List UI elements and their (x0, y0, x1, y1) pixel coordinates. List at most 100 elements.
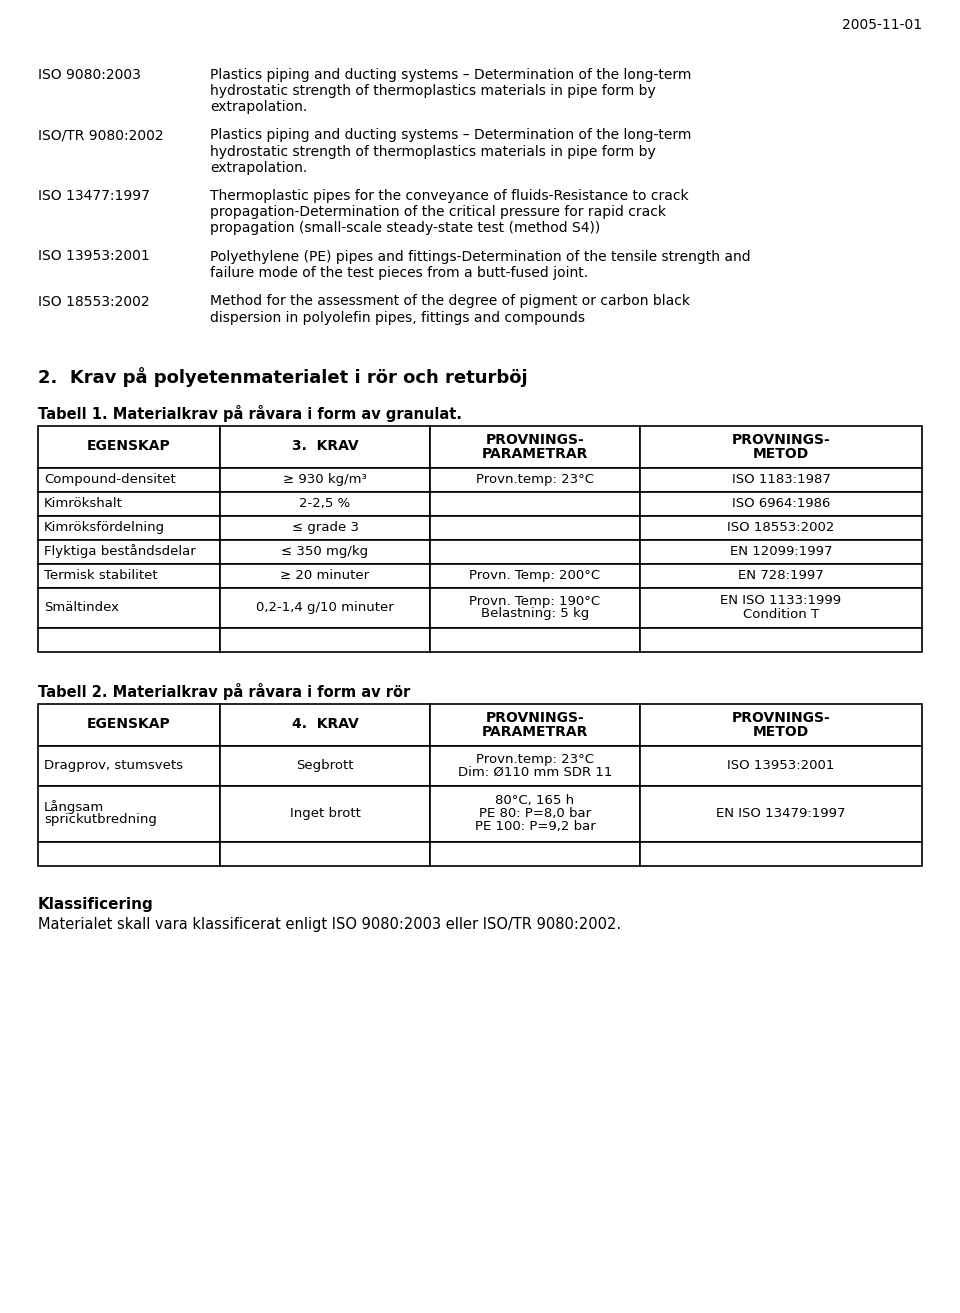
Text: PARAMETRAR: PARAMETRAR (482, 446, 588, 461)
Bar (430, 516, 640, 540)
Bar (430, 704, 640, 746)
Bar (640, 540, 922, 563)
Text: 80°C, 165 h: 80°C, 165 h (495, 794, 575, 807)
Text: ISO 18553:2002: ISO 18553:2002 (38, 294, 150, 309)
Text: ISO 6964:1986: ISO 6964:1986 (732, 498, 830, 509)
Text: Inget brott: Inget brott (290, 807, 360, 821)
Text: Belastning: 5 kg: Belastning: 5 kg (481, 608, 589, 621)
Text: EGENSKAP: EGENSKAP (87, 717, 171, 731)
Text: ≥ 930 kg/m³: ≥ 930 kg/m³ (283, 473, 367, 486)
Bar (430, 587, 640, 628)
Text: Provn.temp: 23°C: Provn.temp: 23°C (476, 752, 594, 765)
Bar (38, 704, 220, 746)
Bar (640, 628, 922, 651)
Text: ≤ 350 mg/kg: ≤ 350 mg/kg (281, 545, 369, 558)
Bar (640, 563, 922, 587)
Text: PARAMETRAR: PARAMETRAR (482, 725, 588, 738)
Bar (430, 628, 640, 651)
Text: 2.  Krav på polyetenmaterialet i rör och returböj: 2. Krav på polyetenmaterialet i rör och … (38, 368, 528, 387)
Bar (430, 425, 640, 467)
Bar (430, 540, 640, 563)
Bar (640, 587, 922, 628)
Bar (220, 516, 430, 540)
Text: Compound-densitet: Compound-densitet (44, 473, 176, 486)
Text: ≥ 20 minuter: ≥ 20 minuter (280, 569, 370, 582)
Bar (38, 540, 220, 563)
Bar (220, 563, 430, 587)
Bar (220, 587, 430, 628)
Text: EN 12099:1997: EN 12099:1997 (730, 545, 832, 558)
Bar (220, 842, 430, 865)
Text: EN 728:1997: EN 728:1997 (738, 569, 824, 582)
Text: EN ISO 13479:1997: EN ISO 13479:1997 (716, 807, 846, 821)
Text: ISO 18553:2002: ISO 18553:2002 (728, 521, 834, 534)
Text: Tabell 1. Materialkrav på råvara i form av granulat.: Tabell 1. Materialkrav på råvara i form … (38, 406, 462, 423)
Text: Klassificering: Klassificering (38, 898, 154, 913)
Text: Segbrott: Segbrott (297, 759, 353, 772)
Text: PROVNINGS-: PROVNINGS- (486, 432, 585, 446)
Text: ISO 13953:2001: ISO 13953:2001 (728, 759, 834, 772)
Bar (38, 467, 220, 491)
Bar (38, 587, 220, 628)
Text: 4.  KRAV: 4. KRAV (292, 717, 358, 731)
Bar (640, 467, 922, 491)
Bar (38, 425, 220, 467)
Bar (38, 746, 220, 785)
Bar (430, 785, 640, 842)
Text: Termisk stabilitet: Termisk stabilitet (44, 569, 157, 582)
Bar (430, 563, 640, 587)
Text: METOD: METOD (753, 725, 809, 738)
Text: Tabell 2. Materialkrav på råvara i form av rör: Tabell 2. Materialkrav på råvara i form … (38, 684, 410, 701)
Bar (430, 746, 640, 785)
Text: EN ISO 1133:1999: EN ISO 1133:1999 (720, 595, 842, 608)
Text: PROVNINGS-: PROVNINGS- (732, 710, 830, 725)
Text: 3.  KRAV: 3. KRAV (292, 440, 358, 453)
Text: Kimröksfördelning: Kimröksfördelning (44, 521, 165, 534)
Bar (38, 785, 220, 842)
Text: Provn. Temp: 190°C: Provn. Temp: 190°C (469, 595, 601, 608)
Text: PE 100: P=9,2 bar: PE 100: P=9,2 bar (474, 821, 595, 832)
Bar (220, 746, 430, 785)
Text: Dim: Ø110 mm SDR 11: Dim: Ø110 mm SDR 11 (458, 765, 612, 779)
Text: ISO 9080:2003: ISO 9080:2003 (38, 68, 141, 81)
Bar (220, 467, 430, 491)
Text: Flyktiga beståndsdelar: Flyktiga beståndsdelar (44, 545, 196, 558)
Text: sprickutbredning: sprickutbredning (44, 814, 156, 826)
Text: 0,2-1,4 g/10 minuter: 0,2-1,4 g/10 minuter (256, 601, 394, 614)
Text: Dragprov, stumsvets: Dragprov, stumsvets (44, 759, 183, 772)
Text: ISO 13477:1997: ISO 13477:1997 (38, 189, 150, 204)
Bar (430, 842, 640, 865)
Text: Method for the assessment of the degree of pigment or carbon black
dispersion in: Method for the assessment of the degree … (210, 294, 690, 324)
Text: Polyethylene (PE) pipes and fittings-Determination of the tensile strength and
f: Polyethylene (PE) pipes and fittings-Det… (210, 249, 751, 280)
Bar (430, 467, 640, 491)
Bar (38, 491, 220, 516)
Text: ISO/TR 9080:2002: ISO/TR 9080:2002 (38, 129, 163, 143)
Bar (220, 491, 430, 516)
Bar (38, 842, 220, 865)
Text: Plastics piping and ducting systems – Determination of the long-term
hydrostatic: Plastics piping and ducting systems – De… (210, 68, 691, 114)
Bar (38, 628, 220, 651)
Bar (640, 842, 922, 865)
Text: ≤ grade 3: ≤ grade 3 (292, 521, 358, 534)
Bar (640, 516, 922, 540)
Text: 2-2,5 %: 2-2,5 % (300, 498, 350, 509)
Bar (38, 563, 220, 587)
Text: Condition T: Condition T (743, 608, 819, 621)
Text: ISO 13953:2001: ISO 13953:2001 (38, 249, 150, 264)
Bar (220, 425, 430, 467)
Text: Långsam: Långsam (44, 800, 105, 814)
Text: PE 80: P=8,0 bar: PE 80: P=8,0 bar (479, 807, 591, 821)
Text: Provn.temp: 23°C: Provn.temp: 23°C (476, 473, 594, 486)
Bar (640, 425, 922, 467)
Bar (220, 704, 430, 746)
Text: METOD: METOD (753, 446, 809, 461)
Bar (640, 704, 922, 746)
Bar (220, 540, 430, 563)
Bar (640, 491, 922, 516)
Text: Thermoplastic pipes for the conveyance of fluids-Resistance to crack
propagation: Thermoplastic pipes for the conveyance o… (210, 189, 688, 235)
Bar (640, 785, 922, 842)
Bar (220, 628, 430, 651)
Bar (38, 516, 220, 540)
Text: Materialet skall vara klassificerat enligt ISO 9080:2003 eller ISO/TR 9080:2002.: Materialet skall vara klassificerat enli… (38, 918, 621, 932)
Bar (640, 746, 922, 785)
